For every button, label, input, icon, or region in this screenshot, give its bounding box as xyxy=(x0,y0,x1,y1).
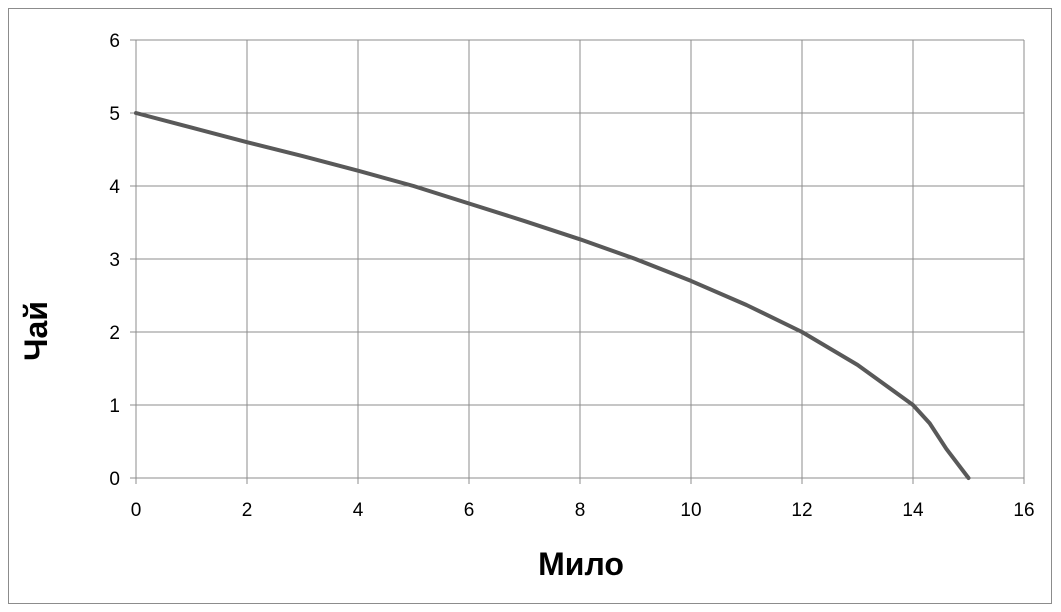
x-tick-label: 2 xyxy=(242,500,253,521)
series-group xyxy=(134,111,971,480)
x-axis-title: Мило xyxy=(538,546,624,582)
y-axis-ticks: 0 1 2 3 4 5 6 xyxy=(109,31,120,490)
y-tick-label: 0 xyxy=(109,469,120,490)
y-tick-label: 5 xyxy=(109,104,120,125)
y-tick-label: 3 xyxy=(109,250,120,271)
x-tick-label: 8 xyxy=(575,500,586,521)
y-axis-title: Чай xyxy=(18,301,54,361)
grid xyxy=(130,39,1025,484)
x-tick-label: 14 xyxy=(902,500,924,521)
x-axis-ticks: 0 2 4 6 8 10 12 14 16 xyxy=(131,500,1035,521)
x-tick-label: 10 xyxy=(680,500,701,521)
y-tick-label: 2 xyxy=(109,323,120,344)
series-line xyxy=(134,111,971,480)
x-tick-label: 16 xyxy=(1013,500,1034,521)
x-tick-label: 6 xyxy=(464,500,475,521)
x-tick-label: 4 xyxy=(353,500,364,521)
y-tick-label: 4 xyxy=(109,177,120,198)
x-tick-label: 0 xyxy=(131,500,142,521)
y-tick-label: 6 xyxy=(109,31,120,52)
x-tick-label: 12 xyxy=(791,500,812,521)
y-tick-label: 1 xyxy=(109,396,120,417)
